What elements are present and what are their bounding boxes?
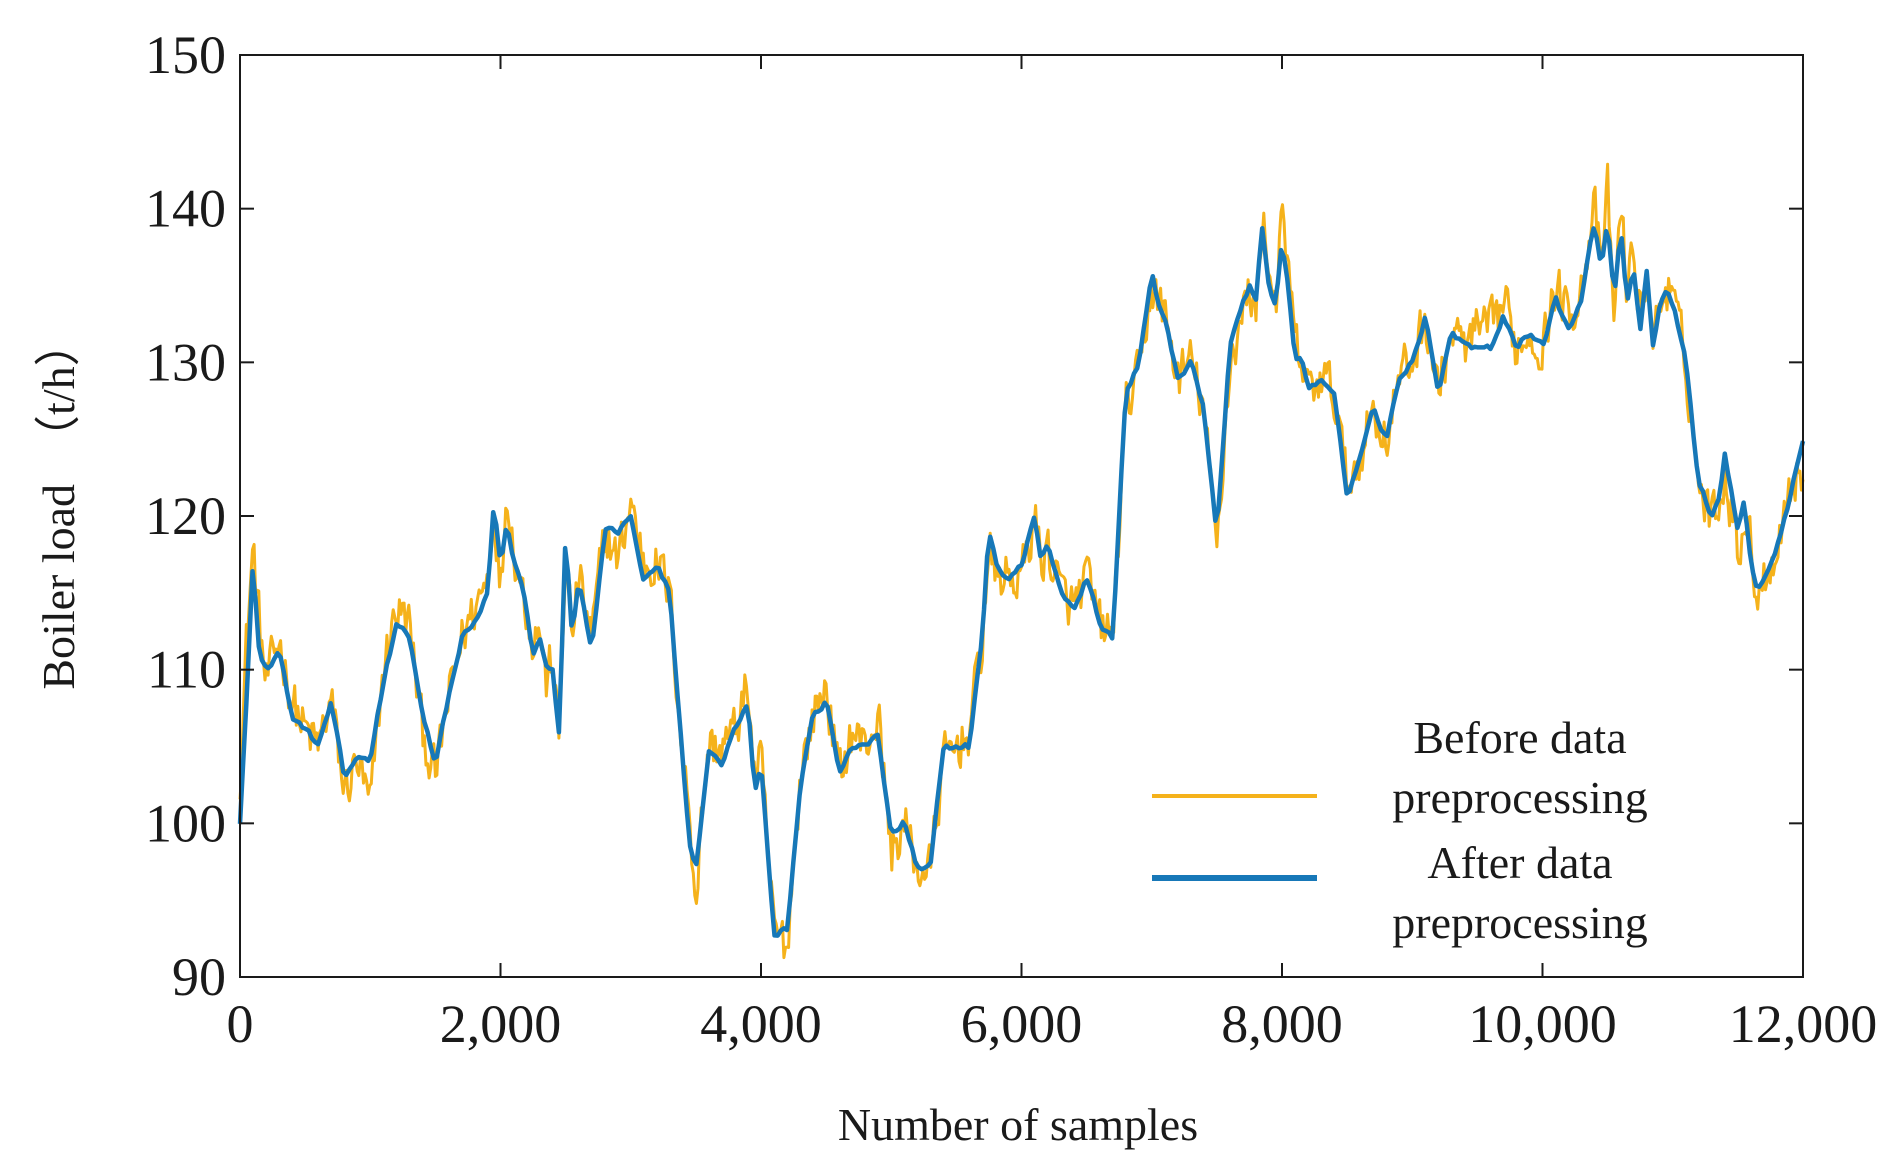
y-tick-label: 100	[145, 793, 226, 853]
legend-label-before: Before data	[1413, 712, 1626, 763]
y-axis-title: Boiler load （t/h）	[33, 320, 84, 689]
x-tick-label: 0	[227, 994, 254, 1054]
y-tick-label: 110	[147, 640, 226, 700]
x-tick-label: 4,000	[700, 994, 822, 1054]
legend: Before data preprocessing After data pre…	[1152, 712, 1648, 948]
x-tick-label: 12,000	[1729, 994, 1878, 1054]
y-tick-label: 90	[172, 947, 226, 1007]
y-tick-label: 140	[145, 179, 226, 239]
legend-label-after: After data	[1427, 837, 1612, 888]
plot-lines	[237, 162, 1806, 960]
legend-label-after-cont: preprocessing	[1392, 897, 1647, 948]
x-axis-title: Number of samples	[838, 1099, 1198, 1150]
x-tick-label: 8,000	[1221, 994, 1343, 1054]
series-line-after	[237, 226, 1806, 938]
y-tick-label: 150	[145, 25, 226, 85]
y-tick-label: 130	[145, 332, 226, 392]
x-tick-label: 10,000	[1468, 994, 1617, 1054]
x-tick-label: 2,000	[440, 994, 562, 1054]
axis-ticks: 0 2,000 4,000 6,000 8,000 10,000 12,000 90 100 11…	[145, 25, 1877, 1054]
x-tick-label: 6,000	[961, 994, 1083, 1054]
legend-label-before-cont: preprocessing	[1392, 772, 1647, 823]
y-tick-label: 120	[145, 486, 226, 546]
